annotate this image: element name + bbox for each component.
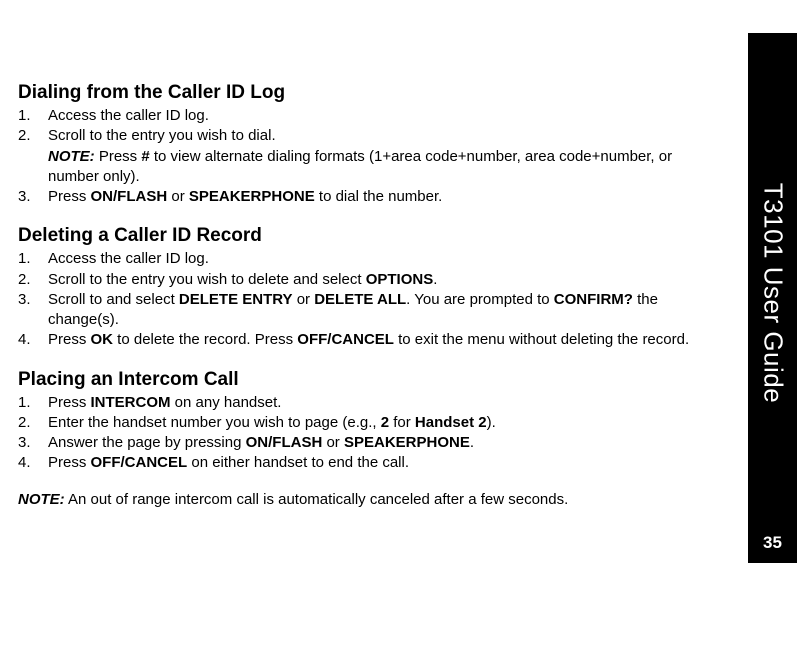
step-list: 1.Access the caller ID log.2.Scroll to t…	[18, 106, 718, 207]
step-number: 1.	[18, 393, 48, 413]
list-item: 3.Scroll to and select DELETE ENTRY or D…	[18, 290, 718, 331]
sidebar-title: T3101 User Guide	[757, 182, 788, 402]
step-text: Press OFF/CANCEL on either handset to en…	[48, 453, 718, 473]
step-number: 2.	[18, 270, 48, 290]
step-number: 1.	[18, 106, 48, 126]
step-number: 2.	[18, 413, 48, 433]
document-page: Dialing from the Caller ID Log1.Access t…	[0, 0, 797, 645]
list-item: 4.Press OK to delete the record. Press O…	[18, 330, 718, 350]
step-text: Scroll to the entry you wish to delete a…	[48, 270, 718, 290]
step-text: Scroll to and select DELETE ENTRY or DEL…	[48, 290, 718, 331]
step-number: 2.	[18, 126, 48, 187]
step-number: 3.	[18, 187, 48, 207]
list-item: 4.Press OFF/CANCEL on either handset to …	[18, 453, 718, 473]
list-item: 1.Access the caller ID log.	[18, 249, 718, 269]
step-text: Scroll to the entry you wish to dial.NOT…	[48, 126, 718, 187]
step-number: 3.	[18, 433, 48, 453]
step-text: Enter the handset number you wish to pag…	[48, 413, 718, 433]
step-number: 4.	[18, 453, 48, 473]
list-item: 1.Press INTERCOM on any handset.	[18, 393, 718, 413]
list-item: 3.Press ON/FLASH or SPEAKERPHONE to dial…	[18, 187, 718, 207]
list-item: 2.Scroll to the entry you wish to delete…	[18, 270, 718, 290]
step-text: Access the caller ID log.	[48, 106, 718, 126]
list-item: 2.Scroll to the entry you wish to dial.N…	[18, 126, 718, 187]
step-number: 1.	[18, 249, 48, 269]
page-number: 35	[748, 533, 797, 563]
footer-note: NOTE: An out of range intercom call is a…	[18, 490, 718, 510]
step-text: Press ON/FLASH or SPEAKERPHONE to dial t…	[48, 187, 718, 207]
step-text: Press INTERCOM on any handset.	[48, 393, 718, 413]
sidebar-tab: T3101 User Guide 35	[748, 33, 797, 563]
list-item: 1.Access the caller ID log.	[18, 106, 718, 126]
section-heading: Deleting a Caller ID Record	[18, 225, 718, 247]
step-text: Access the caller ID log.	[48, 249, 718, 269]
list-item: 2.Enter the handset number you wish to p…	[18, 413, 718, 433]
main-content: Dialing from the Caller ID Log1.Access t…	[18, 82, 718, 510]
section-heading: Dialing from the Caller ID Log	[18, 82, 718, 104]
step-text: Answer the page by pressing ON/FLASH or …	[48, 433, 718, 453]
step-number: 4.	[18, 330, 48, 350]
step-list: 1.Access the caller ID log.2.Scroll to t…	[18, 249, 718, 350]
step-number: 3.	[18, 290, 48, 331]
section-heading: Placing an Intercom Call	[18, 369, 718, 391]
step-text: Press OK to delete the record. Press OFF…	[48, 330, 718, 350]
list-item: 3.Answer the page by pressing ON/FLASH o…	[18, 433, 718, 453]
step-list: 1.Press INTERCOM on any handset.2.Enter …	[18, 393, 718, 474]
